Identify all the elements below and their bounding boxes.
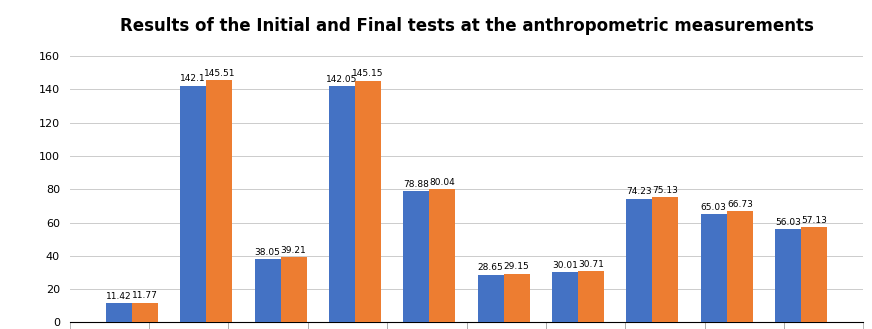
Bar <box>106 303 132 322</box>
Bar <box>355 81 381 322</box>
Bar <box>552 272 578 322</box>
Text: 29.15: 29.15 <box>504 263 529 271</box>
Title: Results of the Initial and Final tests at the anthropometric measurements: Results of the Initial and Final tests a… <box>119 17 814 35</box>
Bar <box>701 214 727 322</box>
Text: 11.42: 11.42 <box>106 292 132 301</box>
Text: 11.77: 11.77 <box>132 291 158 300</box>
Text: 66.73: 66.73 <box>727 200 753 209</box>
Text: 142.1: 142.1 <box>181 74 206 84</box>
Text: 78.88: 78.88 <box>404 180 429 189</box>
Bar <box>727 211 753 322</box>
Text: 145.51: 145.51 <box>203 69 235 78</box>
Text: 74.23: 74.23 <box>627 188 652 196</box>
Bar <box>801 227 828 322</box>
Bar <box>652 197 678 322</box>
Bar <box>329 86 355 322</box>
Text: 38.05: 38.05 <box>255 248 281 257</box>
Bar <box>404 191 429 322</box>
Text: 80.04: 80.04 <box>430 178 455 187</box>
Bar <box>429 189 455 322</box>
Text: 142.05: 142.05 <box>326 74 358 84</box>
Text: 56.03: 56.03 <box>775 218 801 227</box>
Bar <box>504 274 529 322</box>
Bar <box>181 86 206 322</box>
Bar <box>478 275 504 322</box>
Bar <box>626 199 652 322</box>
Bar <box>281 257 307 322</box>
Text: 28.65: 28.65 <box>478 263 503 272</box>
Text: 39.21: 39.21 <box>281 246 306 255</box>
Text: 30.01: 30.01 <box>552 261 578 270</box>
Text: 57.13: 57.13 <box>801 216 828 225</box>
Text: 65.03: 65.03 <box>701 203 726 212</box>
Text: 30.71: 30.71 <box>578 260 604 269</box>
Bar <box>132 303 158 322</box>
Bar <box>255 259 281 322</box>
Bar <box>578 271 604 322</box>
Bar <box>206 80 232 322</box>
Text: 75.13: 75.13 <box>652 186 678 195</box>
Bar <box>775 229 801 322</box>
Text: 145.15: 145.15 <box>352 69 384 78</box>
